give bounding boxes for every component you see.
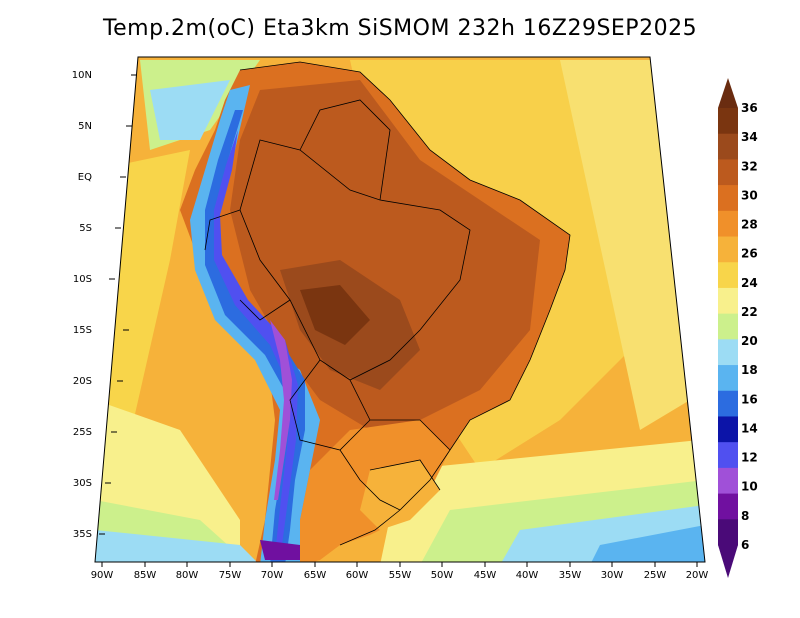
lat-tick-label: 5S xyxy=(79,223,92,234)
colorbar-boxes xyxy=(718,108,738,546)
andes-peaks xyxy=(270,320,292,500)
pacific-cold xyxy=(95,530,260,562)
longitude-axis: 90W 85W 80W 75W 70W 65W 60W 55W 50W 45W … xyxy=(91,562,709,581)
colorbar-label: 26 xyxy=(741,247,758,261)
colorbar-label: 22 xyxy=(741,305,758,319)
colorbar-label: 30 xyxy=(741,188,758,202)
colorbar-label: 36 xyxy=(741,101,758,115)
lon-tick-label: 85W xyxy=(134,570,157,581)
colorbar-label: 6 xyxy=(741,538,749,552)
pampas-region xyxy=(360,460,440,530)
lon-tick-label: 35W xyxy=(559,570,582,581)
colorbar-labels: 36 34 32 30 28 26 24 22 20 18 16 14 12 10 8 6 xyxy=(741,101,758,552)
lon-tick-label: 55W xyxy=(389,570,412,581)
andes-cold-band xyxy=(205,110,305,562)
interior-hot-region xyxy=(230,80,540,430)
lat-tick-label: 5N xyxy=(78,121,92,132)
lat-tick-label: 20S xyxy=(73,376,92,387)
lon-tick-label: 60W xyxy=(346,570,369,581)
colorbar-swatch xyxy=(718,467,738,495)
colorbar-swatch xyxy=(718,313,738,340)
colorbar-swatch xyxy=(718,159,738,186)
colorbar-swatch xyxy=(718,108,738,135)
colorbar-label: 32 xyxy=(741,159,758,173)
lat-tick-label: EQ xyxy=(78,172,92,183)
colorbar-swatch xyxy=(718,493,738,520)
lat-tick-label: 15S xyxy=(73,325,92,336)
lon-tick-label: 70W xyxy=(261,570,284,581)
colorbar-swatch xyxy=(718,442,738,469)
interior-extreme-region xyxy=(300,285,370,345)
latitude-axis: 10N 5N EQ 5S 10S 15S 20S 25S 30S 35S xyxy=(72,70,137,540)
colorbar: 36 34 32 30 28 26 24 22 20 18 16 14 12 10 8 6 xyxy=(718,78,758,578)
lon-tick-label: 50W xyxy=(431,570,454,581)
colorbar-label: 16 xyxy=(741,392,758,406)
colorbar-swatch xyxy=(718,390,738,417)
lon-tick-label: 45W xyxy=(474,570,497,581)
lon-tick-label: 75W xyxy=(219,570,242,581)
lat-tick-label: 25S xyxy=(73,427,92,438)
colorbar-swatch xyxy=(718,287,738,315)
lon-tick-label: 65W xyxy=(304,570,327,581)
patagonia-cold-spot xyxy=(260,540,300,560)
colorbar-swatch xyxy=(718,133,738,160)
colorbar-label: 34 xyxy=(741,130,758,144)
colorbar-swatch xyxy=(718,416,738,443)
lon-tick-label: 80W xyxy=(176,570,199,581)
map-frame xyxy=(94,56,706,563)
colorbar-swatch xyxy=(718,519,738,546)
colorbar-label: 28 xyxy=(741,218,758,232)
colorbar-swatch xyxy=(718,185,738,212)
lon-tick-label: 90W xyxy=(91,570,114,581)
lat-tick-label: 10S xyxy=(73,274,92,285)
map-field xyxy=(95,57,705,562)
lat-tick-label: 30S xyxy=(73,478,92,489)
colorbar-label: 8 xyxy=(741,509,749,523)
lon-tick-label: 40W xyxy=(516,570,539,581)
colorbar-swatch xyxy=(718,210,738,238)
lon-tick-marks xyxy=(101,562,698,567)
caribbean-cold xyxy=(150,80,230,140)
lat-tick-label: 10N xyxy=(72,70,92,81)
lon-tick-label: 25W xyxy=(644,570,667,581)
colorbar-bottom-arrow xyxy=(718,545,738,578)
lon-tick-label: 30W xyxy=(601,570,624,581)
map-title: Temp.2m(oC) Eta3km SiSMOM 232h 16Z29SEP2… xyxy=(102,16,698,41)
colorbar-swatch xyxy=(718,236,738,263)
atlantic-mild-region xyxy=(560,60,690,430)
south-atlantic-colder xyxy=(590,525,705,562)
colorbar-swatch xyxy=(718,339,738,366)
colorbar-label: 14 xyxy=(741,421,758,435)
colorbar-top-arrow xyxy=(718,78,738,108)
colorbar-label: 18 xyxy=(741,363,758,377)
lon-tick-label: 20W xyxy=(686,570,709,581)
country-borders xyxy=(204,61,571,546)
lat-tick-label: 35S xyxy=(73,529,92,540)
colorbar-label: 10 xyxy=(741,480,758,494)
colorbar-swatch xyxy=(718,365,738,392)
colorbar-label: 24 xyxy=(741,276,758,290)
colorbar-swatch xyxy=(718,262,738,289)
colorbar-label: 20 xyxy=(741,334,758,348)
colorbar-label: 12 xyxy=(741,451,758,465)
lat-tick-marks xyxy=(99,74,137,535)
